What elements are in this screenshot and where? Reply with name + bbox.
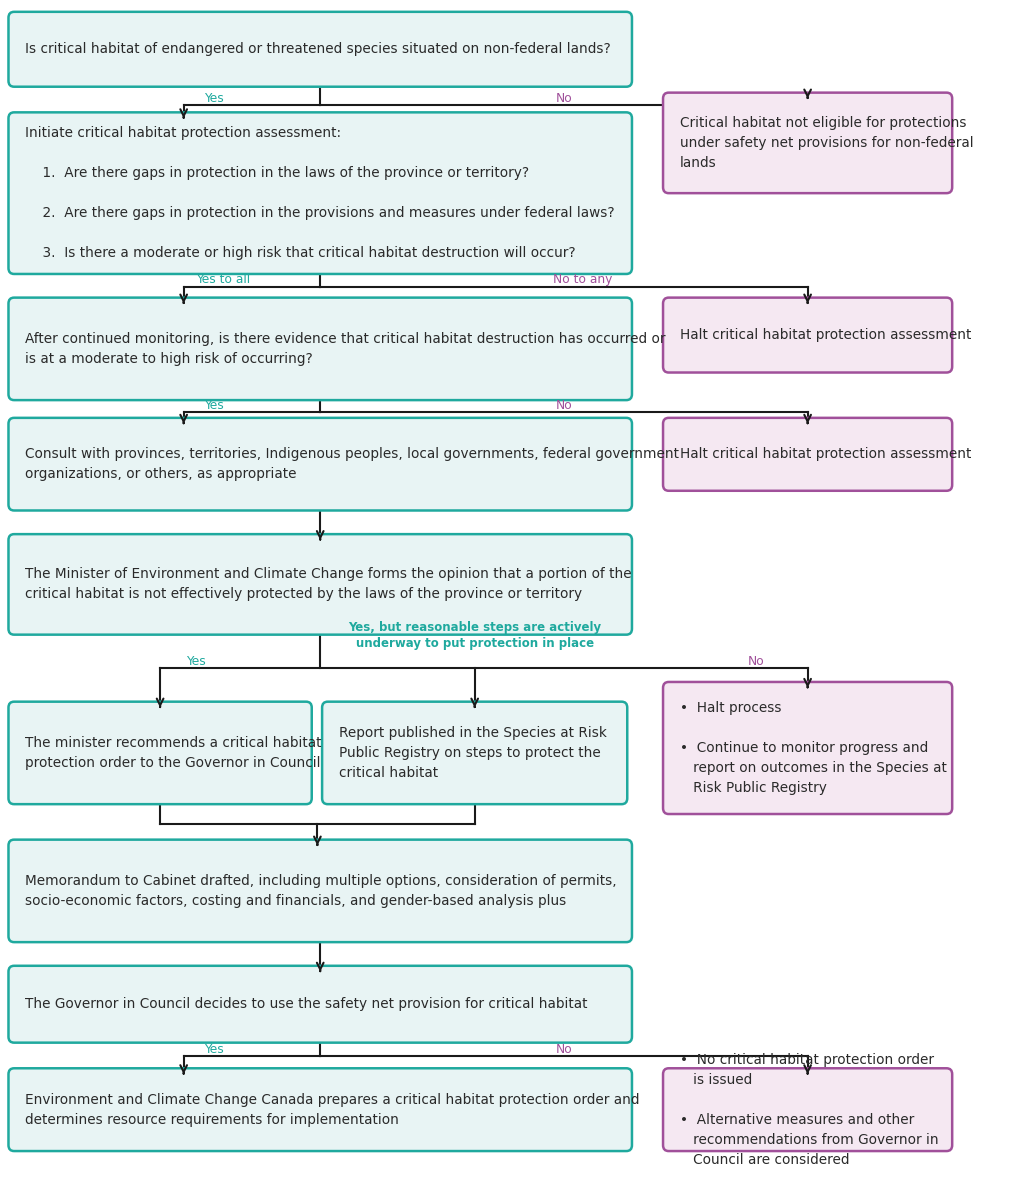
Text: No: No [556, 1043, 572, 1055]
Text: Yes: Yes [204, 1043, 223, 1055]
Text: •  No critical habitat protection order
   is issued

•  Alternative measures an: • No critical habitat protection order i… [680, 1053, 939, 1166]
Text: Initiate critical habitat protection assessment:

    1.  Are there gaps in prot: Initiate critical habitat protection ass… [26, 126, 615, 260]
FancyBboxPatch shape [323, 702, 628, 805]
Text: The Governor in Council decides to use the safety net provision for critical hab: The Governor in Council decides to use t… [26, 998, 588, 1011]
FancyBboxPatch shape [664, 418, 952, 491]
Text: Yes: Yes [186, 655, 206, 668]
FancyBboxPatch shape [8, 12, 632, 87]
FancyBboxPatch shape [8, 418, 632, 510]
Text: Yes: Yes [204, 398, 223, 411]
FancyBboxPatch shape [664, 682, 952, 814]
FancyBboxPatch shape [8, 702, 311, 805]
Text: Halt critical habitat protection assessment: Halt critical habitat protection assessm… [680, 327, 972, 342]
Text: Consult with provinces, territories, Indigenous peoples, local governments, fede: Consult with provinces, territories, Ind… [26, 448, 680, 481]
Text: No: No [556, 92, 572, 105]
FancyBboxPatch shape [8, 840, 632, 942]
Text: •  Halt process

•  Continue to monitor progress and
   report on outcomes in th: • Halt process • Continue to monitor pro… [680, 701, 947, 795]
Text: The Minister of Environment and Climate Change forms the opinion that a portion : The Minister of Environment and Climate … [26, 568, 632, 602]
Text: Is critical habitat of endangered or threatened species situated on non-federal : Is critical habitat of endangered or thr… [26, 42, 611, 57]
Text: After continued monitoring, is there evidence that critical habitat destruction : After continued monitoring, is there evi… [26, 332, 666, 366]
FancyBboxPatch shape [8, 966, 632, 1043]
FancyBboxPatch shape [8, 534, 632, 635]
FancyBboxPatch shape [8, 1068, 632, 1151]
Text: No: No [748, 655, 764, 668]
Text: Memorandum to Cabinet drafted, including multiple options, consideration of perm: Memorandum to Cabinet drafted, including… [26, 874, 617, 908]
FancyBboxPatch shape [664, 298, 952, 372]
Text: Report published in the Species at Risk
Public Registry on steps to protect the
: Report published in the Species at Risk … [339, 726, 607, 780]
Text: Critical habitat not eligible for protections
under safety net provisions for no: Critical habitat not eligible for protec… [680, 115, 974, 170]
Text: No to any: No to any [553, 273, 612, 286]
Text: Yes: Yes [204, 92, 223, 105]
FancyBboxPatch shape [8, 298, 632, 401]
Text: Environment and Climate Change Canada prepares a critical habitat protection ord: Environment and Climate Change Canada pr… [26, 1093, 640, 1126]
Text: Yes to all: Yes to all [197, 273, 250, 286]
FancyBboxPatch shape [8, 112, 632, 274]
Text: Yes, but reasonable steps are actively
underway to put protection in place: Yes, but reasonable steps are actively u… [348, 622, 601, 650]
Text: No: No [556, 398, 572, 411]
Text: Halt critical habitat protection assessment: Halt critical habitat protection assessm… [680, 448, 972, 462]
FancyBboxPatch shape [664, 93, 952, 193]
FancyBboxPatch shape [664, 1068, 952, 1151]
Text: The minister recommends a critical habitat
protection order to the Governor in C: The minister recommends a critical habit… [26, 736, 322, 770]
